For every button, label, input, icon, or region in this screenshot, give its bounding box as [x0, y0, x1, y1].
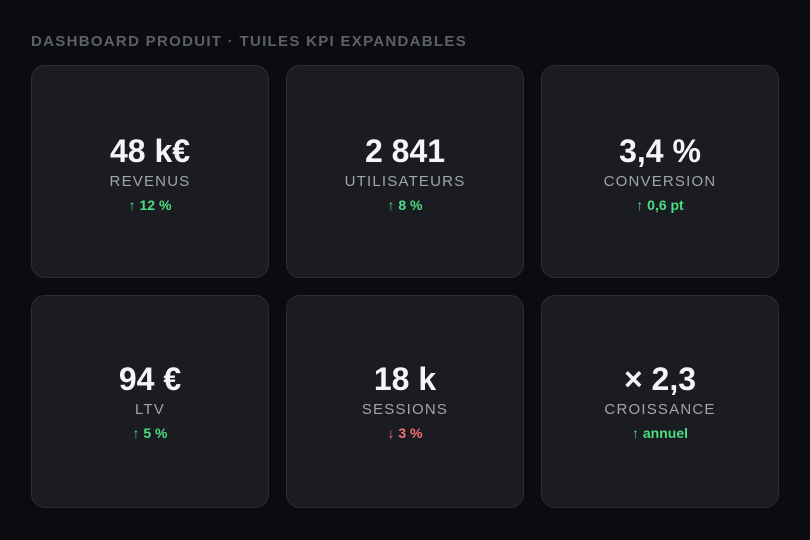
page-title: DASHBOARD PRODUIT · TUILES KPI EXPANDABL… [31, 33, 468, 50]
kpi-value: 2 841 [364, 133, 446, 169]
kpi-value: 94 € [118, 361, 182, 397]
kpi-value: 18 k [373, 361, 437, 397]
kpi-label: CONVERSION [603, 173, 717, 190]
kpi-tile-sessions[interactable]: 18 k SESSIONS ↓ 3 % [286, 295, 524, 508]
kpi-label: REVENUS [109, 173, 191, 190]
kpi-label: CROISSANCE [604, 401, 716, 418]
kpi-value: 3,4 % [619, 133, 701, 169]
kpi-value: × 2,3 [623, 361, 697, 397]
kpi-delta: ↑ 8 % [387, 197, 423, 213]
kpi-label: LTV [135, 401, 165, 418]
kpi-label: SESSIONS [361, 401, 449, 418]
kpi-delta: ↑ 0,6 pt [636, 197, 684, 213]
kpi-value: 48 k€ [109, 133, 191, 169]
kpi-label: UTILISATEURS [344, 173, 466, 190]
kpi-delta: ↑ 5 % [132, 425, 168, 441]
kpi-tile-revenus[interactable]: 48 k€ REVENUS ↑ 12 % [31, 65, 269, 278]
kpi-tile-conversion[interactable]: 3,4 % CONVERSION ↑ 0,6 pt [541, 65, 779, 278]
kpi-tile-ltv[interactable]: 94 € LTV ↑ 5 % [31, 295, 269, 508]
kpi-grid: 48 k€ REVENUS ↑ 12 % 2 841 UTILISATEURS … [31, 65, 779, 508]
kpi-delta: ↑ 12 % [128, 197, 172, 213]
kpi-delta: ↓ 3 % [387, 425, 423, 441]
kpi-tile-utilisateurs[interactable]: 2 841 UTILISATEURS ↑ 8 % [286, 65, 524, 278]
kpi-tile-croissance[interactable]: × 2,3 CROISSANCE ↑ annuel [541, 295, 779, 508]
kpi-delta: ↑ annuel [631, 425, 688, 441]
